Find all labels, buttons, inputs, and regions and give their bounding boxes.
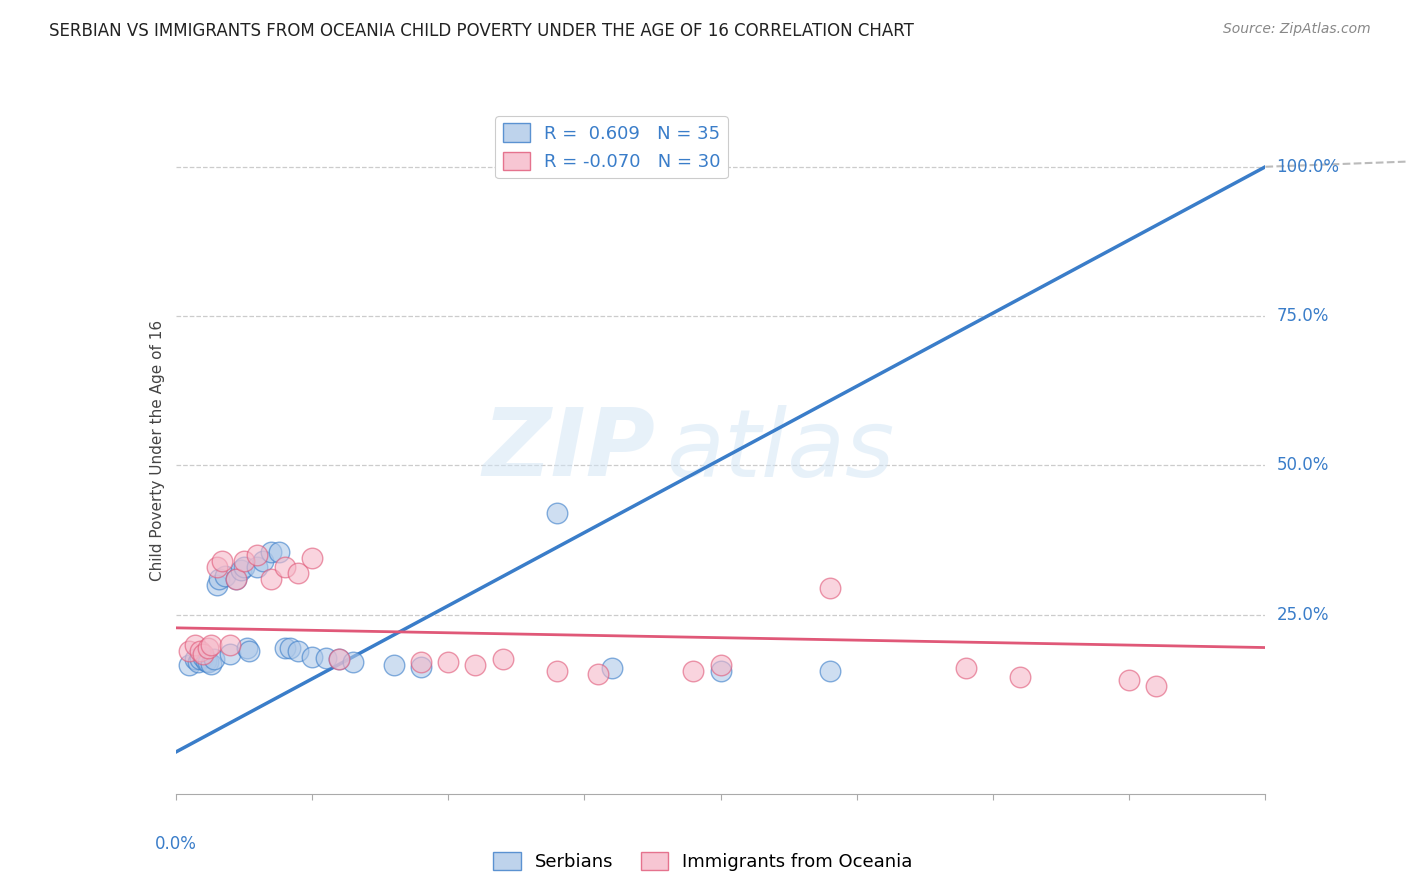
Text: 25.0%: 25.0% <box>1277 606 1329 624</box>
Point <box>437 656 460 670</box>
Point <box>546 506 568 520</box>
Point <box>219 647 242 661</box>
Point <box>586 667 609 681</box>
Point <box>710 658 733 673</box>
Text: 0.0%: 0.0% <box>155 835 197 853</box>
Text: 100.0%: 100.0% <box>1277 158 1340 176</box>
Point <box>600 661 623 675</box>
Legend: R =  0.609   N = 35, R = -0.070   N = 30: R = 0.609 N = 35, R = -0.070 N = 30 <box>495 116 728 178</box>
Text: SERBIAN VS IMMIGRANTS FROM OCEANIA CHILD POVERTY UNDER THE AGE OF 16 CORRELATION: SERBIAN VS IMMIGRANTS FROM OCEANIA CHILD… <box>49 22 914 40</box>
Point <box>231 563 253 577</box>
Point <box>200 657 222 671</box>
Point <box>301 551 323 566</box>
Point <box>328 652 350 666</box>
Point <box>278 640 301 655</box>
Point <box>492 652 515 666</box>
Point <box>191 647 214 661</box>
Point <box>260 572 283 586</box>
Point <box>409 656 432 670</box>
Point <box>274 640 297 655</box>
Point <box>197 656 219 670</box>
Point <box>1010 670 1032 684</box>
Point <box>184 638 207 652</box>
Point <box>274 560 297 574</box>
Point <box>214 569 236 583</box>
Point <box>238 643 260 657</box>
Point <box>188 652 211 666</box>
Point <box>205 578 228 592</box>
Point <box>211 554 233 568</box>
Point <box>186 656 209 670</box>
Point <box>328 652 350 666</box>
Text: 50.0%: 50.0% <box>1277 457 1329 475</box>
Point <box>179 643 201 657</box>
Point <box>710 665 733 679</box>
Point <box>246 548 269 562</box>
Point <box>235 640 257 655</box>
Point <box>269 545 291 559</box>
Point <box>246 560 269 574</box>
Point <box>197 640 219 655</box>
Point <box>1118 673 1140 688</box>
Point <box>208 572 231 586</box>
Point <box>382 658 405 673</box>
Point <box>205 560 228 574</box>
Point <box>252 554 274 568</box>
Point <box>184 652 207 666</box>
Legend: Serbians, Immigrants from Oceania: Serbians, Immigrants from Oceania <box>486 845 920 879</box>
Point <box>818 665 841 679</box>
Point <box>232 554 254 568</box>
Text: atlas: atlas <box>666 405 894 496</box>
Text: Source: ZipAtlas.com: Source: ZipAtlas.com <box>1223 22 1371 37</box>
Point <box>287 643 309 657</box>
Point <box>188 643 211 657</box>
Point <box>818 581 841 595</box>
Point <box>546 665 568 679</box>
Point <box>232 560 254 574</box>
Point <box>464 658 486 673</box>
Point <box>955 661 977 675</box>
Point <box>682 665 704 679</box>
Text: 75.0%: 75.0% <box>1277 307 1329 325</box>
Point <box>225 572 247 586</box>
Point <box>219 638 242 652</box>
Point <box>315 650 337 665</box>
Point <box>194 654 217 668</box>
Y-axis label: Child Poverty Under the Age of 16: Child Poverty Under the Age of 16 <box>149 320 165 581</box>
Point <box>342 656 364 670</box>
Text: ZIP: ZIP <box>482 404 655 497</box>
Point <box>301 649 323 664</box>
Point <box>200 638 222 652</box>
Point <box>179 658 201 673</box>
Point <box>260 545 283 559</box>
Point <box>191 649 214 664</box>
Point <box>225 572 247 586</box>
Point <box>409 659 432 673</box>
Point <box>202 652 225 666</box>
Point <box>1144 679 1167 693</box>
Point <box>287 566 309 580</box>
